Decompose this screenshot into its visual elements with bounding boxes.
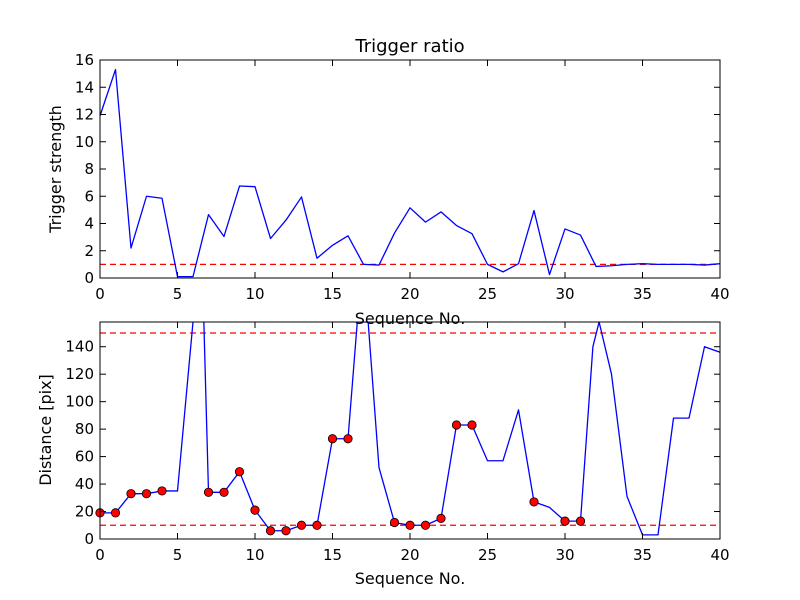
bottom-x-tick-label: 0 [95, 546, 105, 564]
top-x-tick-label: 5 [173, 285, 183, 303]
bottom-data-point [575, 516, 586, 526]
bottom-y-tick-label: 20 [75, 503, 94, 521]
bottom-data-point [405, 520, 415, 530]
bottom-markers [95, 420, 586, 536]
bottom-data-point [157, 486, 167, 496]
top-y-tick-label: 16 [75, 51, 94, 69]
bottom-y-tick-label: 60 [75, 448, 94, 466]
top-x-tick-label: 15 [323, 285, 342, 303]
bottom-data-point [126, 489, 136, 499]
top-y-tick-label: 2 [84, 242, 94, 260]
bottom-data-point [265, 526, 276, 536]
top-y-tick-label: 4 [84, 215, 94, 233]
bottom-y-tick-label: 140 [65, 338, 94, 356]
bottom-y-tick-label: 40 [75, 475, 94, 493]
bottom-data-point [219, 487, 229, 497]
top-y-tick-label: 12 [75, 106, 94, 124]
top-plot-frame [99, 59, 721, 279]
bottom-x-tick-label: 25 [478, 546, 497, 564]
bottom-x-tick-label: 15 [323, 546, 342, 564]
bottom-data-point [467, 420, 477, 430]
bottom-data-point [420, 520, 431, 530]
bottom-y-tick-label: 0 [84, 530, 94, 548]
bottom-y-tick-label: 120 [65, 365, 94, 383]
bottom-data-point [141, 489, 152, 499]
bottom-data-point [389, 517, 400, 528]
top-chart-title: Trigger ratio [354, 36, 464, 57]
bottom-x-tick-label: 40 [710, 546, 729, 564]
bottom-data-point [110, 508, 121, 518]
bottom-x-tick-label: 5 [173, 546, 183, 564]
bottom-data-point [529, 497, 539, 507]
bottom-data-point [327, 434, 338, 444]
top-x-tick-label: 10 [245, 285, 264, 303]
bottom-data-point [451, 420, 462, 430]
bottom-data-point [436, 513, 446, 523]
top-series-line-0 [100, 68, 720, 278]
top-y-tick-label: 6 [84, 187, 94, 205]
bottom-data-point [296, 520, 307, 530]
bottom-axis-ticks: 0 5 10 15 20 25 30 35 40 0 20 40 60 80 100 120 140 [65, 322, 730, 564]
top-y-tick-label: 10 [75, 133, 94, 151]
bottom-x-axis-label: Sequence No. [355, 569, 466, 588]
top-x-axis-label: Sequence No. [355, 309, 466, 328]
bottom-data-point [343, 434, 353, 444]
top-axis-ticks: 0 5 10 15 20 25 30 35 40 0 2 4 6 8 10 12 14 16 [75, 51, 730, 303]
top-x-tick-label: 20 [400, 285, 419, 303]
bottom-y-tick-label: 100 [65, 393, 94, 411]
top-y-axis-label: Trigger strength [46, 105, 65, 234]
bottom-data-point [250, 505, 260, 515]
bottom-data-point [234, 467, 245, 477]
top-x-tick-label: 40 [710, 285, 729, 303]
bottom-data-point [560, 516, 570, 526]
top-x-tick-label: 0 [95, 285, 105, 303]
bottom-plot-frame [99, 321, 721, 540]
bottom-y-axis-label: Distance [pix] [36, 374, 55, 486]
bottom-data-point [312, 520, 322, 530]
top-x-tick-label: 35 [633, 285, 652, 303]
bottom-data-point [203, 487, 214, 497]
top-series-lines [100, 68, 720, 278]
bottom-x-tick-label: 30 [555, 546, 574, 564]
bottom-x-tick-label: 10 [245, 546, 264, 564]
top-y-tick-label: 14 [75, 78, 94, 96]
top-x-tick-label: 30 [555, 285, 574, 303]
bottom-y-tick-label: 80 [75, 420, 94, 438]
top-y-tick-label: 8 [84, 160, 94, 178]
top-y-tick-label: 0 [84, 269, 94, 287]
bottom-data-point [281, 526, 291, 536]
bottom-x-tick-label: 20 [400, 546, 419, 564]
top-x-tick-label: 25 [478, 285, 497, 303]
bottom-x-tick-label: 35 [633, 546, 652, 564]
